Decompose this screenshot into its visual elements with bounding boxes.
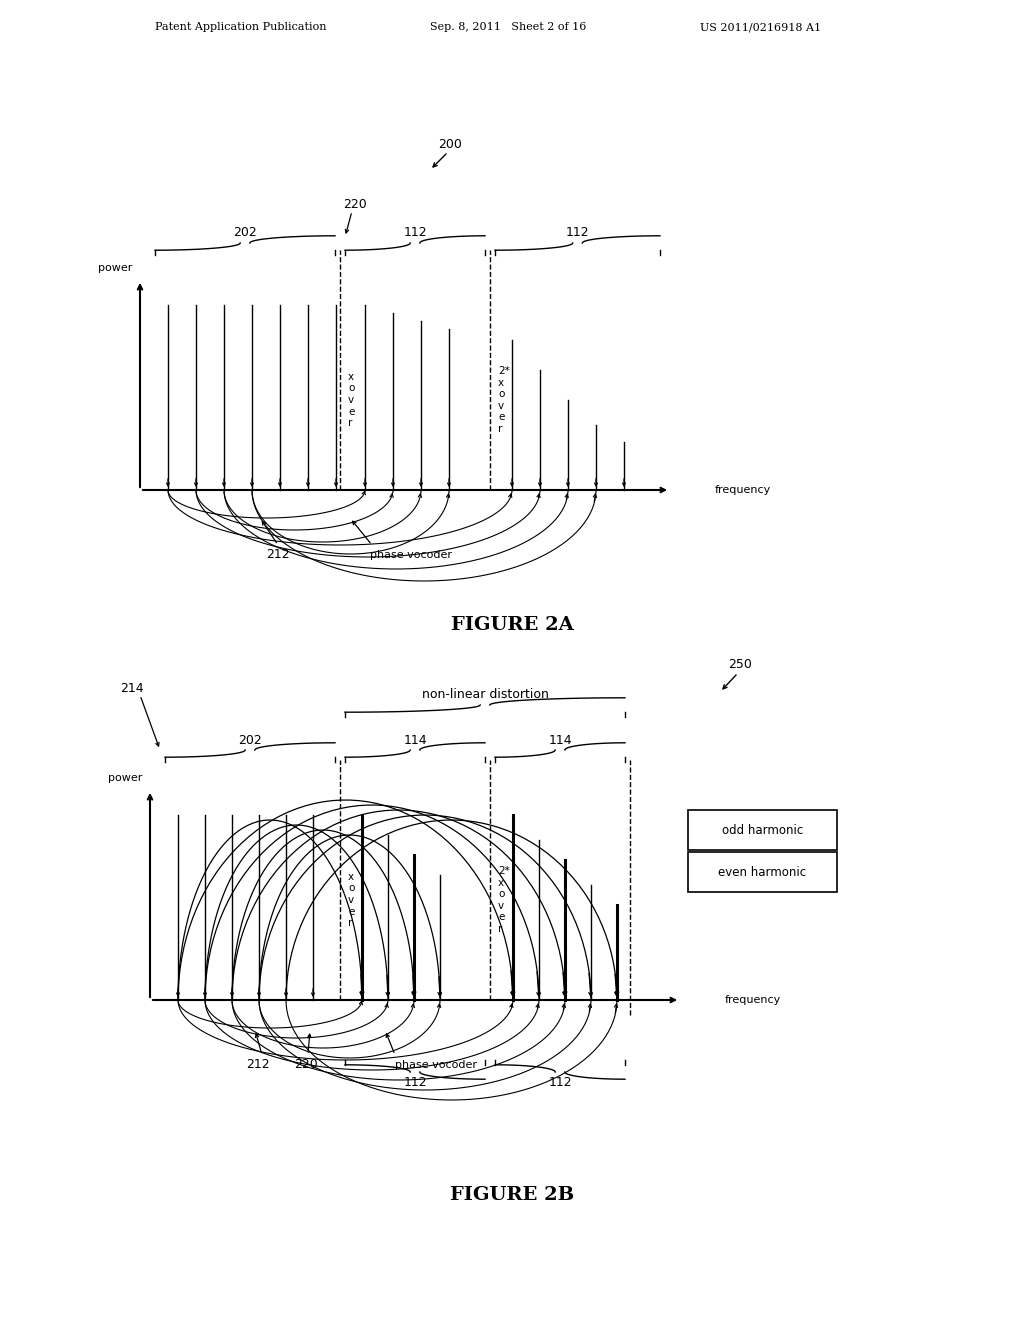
Text: 214: 214 xyxy=(120,682,143,696)
Text: 200: 200 xyxy=(438,139,462,152)
Text: 112: 112 xyxy=(403,227,427,239)
Text: 220: 220 xyxy=(294,1059,317,1072)
Text: 250: 250 xyxy=(728,659,752,672)
Text: Sep. 8, 2011   Sheet 2 of 16: Sep. 8, 2011 Sheet 2 of 16 xyxy=(430,22,587,32)
Text: power: power xyxy=(108,774,142,783)
Text: frequency: frequency xyxy=(725,995,781,1005)
Text: odd harmonic: odd harmonic xyxy=(722,824,803,837)
Text: US 2011/0216918 A1: US 2011/0216918 A1 xyxy=(700,22,821,32)
Text: 114: 114 xyxy=(403,734,427,747)
Text: power: power xyxy=(97,263,132,273)
Text: x
o
v
e
r: x o v e r xyxy=(348,372,354,428)
Text: Patent Application Publication: Patent Application Publication xyxy=(155,22,327,32)
Text: 112: 112 xyxy=(565,227,590,239)
Text: even harmonic: even harmonic xyxy=(719,866,807,879)
Text: FIGURE 2B: FIGURE 2B xyxy=(450,1185,574,1204)
Text: non-linear distortion: non-linear distortion xyxy=(422,689,549,701)
Text: 2*
x
o
v
e
r: 2* x o v e r xyxy=(498,866,510,935)
FancyBboxPatch shape xyxy=(688,851,837,892)
Text: phase vocoder: phase vocoder xyxy=(395,1060,477,1071)
Text: phase vocoder: phase vocoder xyxy=(370,550,452,560)
Text: frequency: frequency xyxy=(715,484,771,495)
Text: 112: 112 xyxy=(403,1076,427,1089)
Text: 212: 212 xyxy=(246,1059,269,1072)
Text: x
o
v
e
r: x o v e r xyxy=(348,871,354,928)
Text: 114: 114 xyxy=(548,734,571,747)
FancyBboxPatch shape xyxy=(688,810,837,850)
Text: 202: 202 xyxy=(233,227,257,239)
Text: 202: 202 xyxy=(239,734,262,747)
Text: 2*
x
o
v
e
r: 2* x o v e r xyxy=(498,366,510,434)
Text: 212: 212 xyxy=(266,549,290,561)
Text: 220: 220 xyxy=(343,198,367,211)
Text: 112: 112 xyxy=(548,1076,571,1089)
Text: FIGURE 2A: FIGURE 2A xyxy=(451,616,573,634)
